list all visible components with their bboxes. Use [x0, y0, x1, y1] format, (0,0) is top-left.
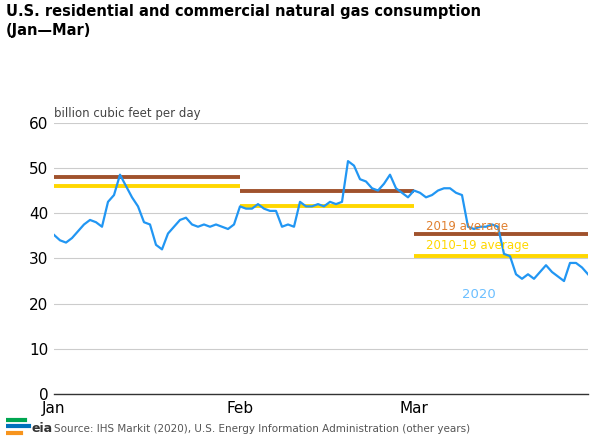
Text: 2020: 2020	[462, 288, 496, 301]
Text: eia: eia	[31, 422, 52, 435]
Text: billion cubic feet per day: billion cubic feet per day	[54, 107, 200, 120]
Text: 2010–19 average: 2010–19 average	[426, 239, 529, 252]
Text: Source: IHS Markit (2020), U.S. Energy Information Administration (other years): Source: IHS Markit (2020), U.S. Energy I…	[54, 424, 470, 434]
Text: U.S. residential and commercial natural gas consumption
(Jan—Mar): U.S. residential and commercial natural …	[6, 4, 481, 38]
Text: 2019 average: 2019 average	[426, 220, 508, 233]
